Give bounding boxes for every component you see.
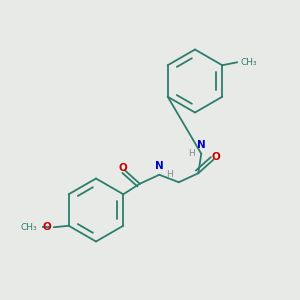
- Text: H: H: [188, 149, 195, 158]
- Text: CH₃: CH₃: [241, 58, 257, 67]
- Text: H: H: [166, 170, 172, 179]
- Text: O: O: [211, 152, 220, 162]
- Text: O: O: [118, 163, 127, 173]
- Text: N: N: [197, 140, 206, 150]
- Text: O: O: [43, 222, 51, 232]
- Text: N: N: [155, 161, 164, 171]
- Text: CH₃: CH₃: [21, 223, 37, 232]
